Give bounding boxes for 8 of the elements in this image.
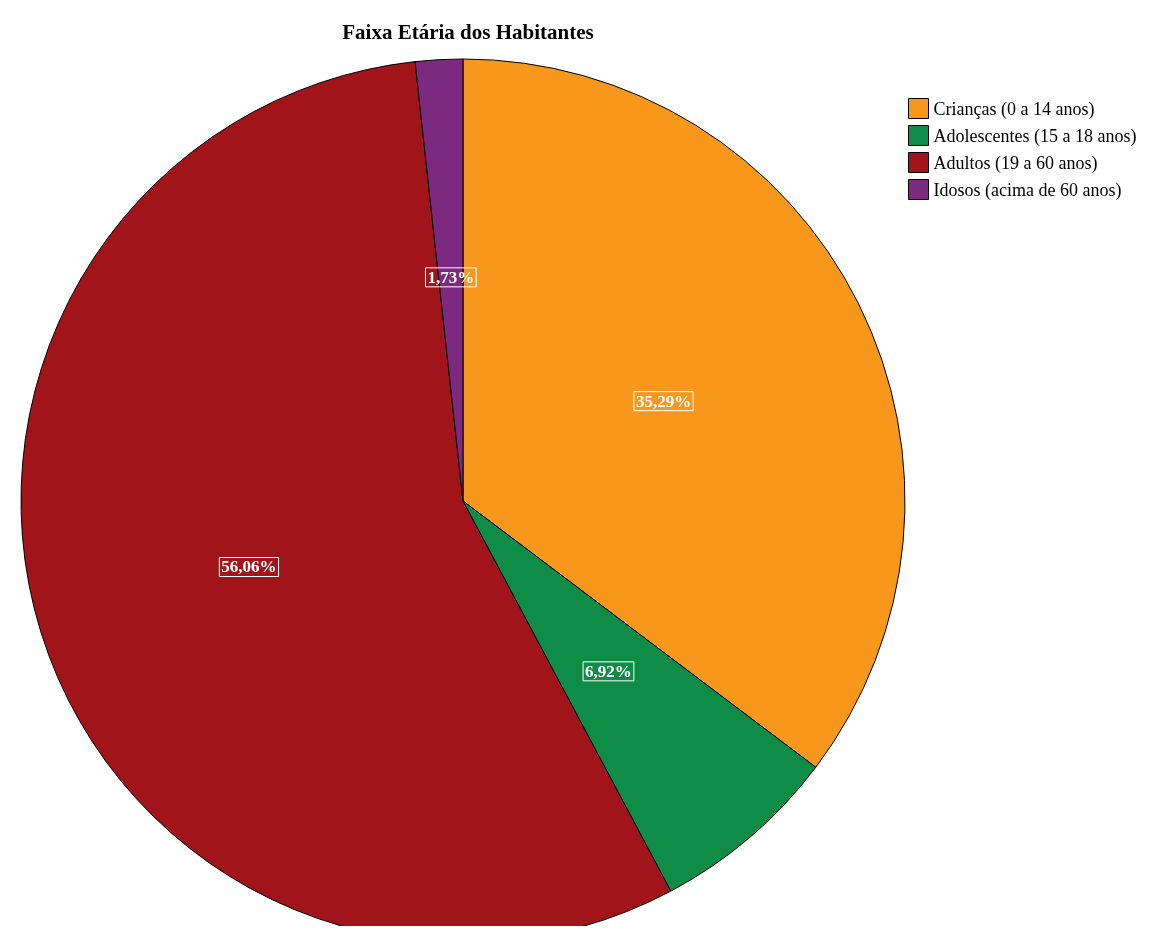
legend-label: Crianças (0 a 14 anos) xyxy=(933,98,1095,120)
legend-label: Adultos (19 a 60 anos) xyxy=(933,152,1098,174)
data-label: 35,29% xyxy=(635,391,692,411)
legend-label: Adolescentes (15 a 18 anos) xyxy=(933,125,1137,147)
data-label: 56,06% xyxy=(221,557,277,577)
data-label: 6,92% xyxy=(585,661,632,681)
legend-label: Idosos (acima de 60 anos) xyxy=(933,179,1122,201)
chart-title: Faixa Etária dos Habitantes xyxy=(342,19,594,44)
